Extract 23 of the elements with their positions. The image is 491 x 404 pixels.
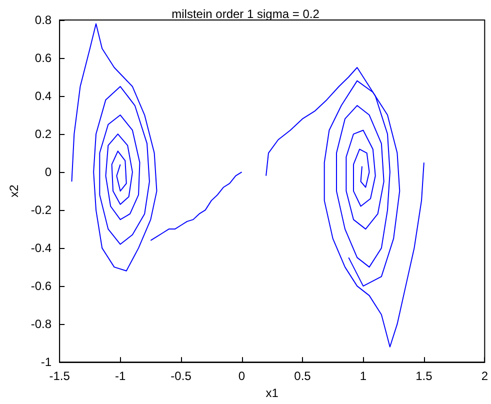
y-tick-label: 0 — [44, 165, 52, 180]
x-tick-label: 1 — [360, 369, 367, 384]
x-tick-label: -1.5 — [49, 369, 70, 384]
y-axis-title: x2 — [7, 184, 21, 198]
x-tick-label: 0.5 — [294, 369, 312, 384]
x-tick-label: 1.5 — [416, 369, 433, 384]
chart-title: milstein order 1 sigma = 0.2 — [172, 7, 320, 21]
x-axis-title: x1 — [266, 386, 279, 400]
y-tick-label: -1 — [40, 355, 52, 370]
x-tick-label: -0.5 — [170, 369, 192, 384]
y-tick-label: 0.8 — [34, 13, 52, 27]
line-series — [150, 172, 242, 241]
y-tick-label: -0.4 — [30, 241, 52, 256]
y-tick-label: 0.4 — [34, 89, 52, 104]
y-tick-label: -0.8 — [30, 317, 52, 332]
y-tick-label: 0.6 — [34, 51, 52, 66]
x-tick-label: -1 — [114, 369, 126, 384]
y-tick-label: -0.2 — [30, 203, 52, 218]
y-tick-label: 0.2 — [34, 127, 52, 142]
x-tick-label: 0 — [238, 369, 246, 384]
y-tick-label: -0.6 — [30, 279, 52, 294]
line-series — [71, 23, 158, 272]
x-tick-label: 2 — [481, 369, 488, 384]
